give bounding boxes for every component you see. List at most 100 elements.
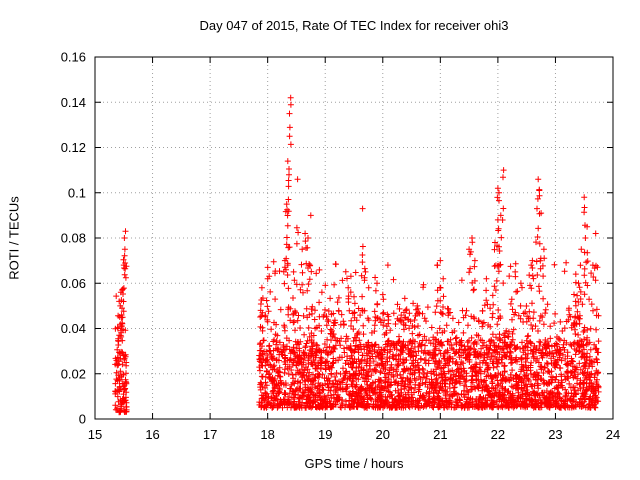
data-point: [363, 389, 370, 396]
data-point: [263, 348, 270, 355]
data-point: [595, 369, 602, 376]
data-point: [471, 277, 478, 284]
data-point: [491, 343, 498, 350]
data-point: [575, 371, 581, 378]
data-point: [293, 224, 300, 231]
data-point: [296, 394, 303, 401]
data-point: [457, 372, 464, 379]
data-point: [257, 340, 264, 347]
data-point: [114, 346, 121, 353]
data-point: [580, 363, 587, 370]
data-point: [583, 259, 590, 266]
data-point: [495, 227, 502, 234]
data-point: [388, 392, 395, 399]
data-point: [460, 314, 467, 321]
data-point: [290, 319, 297, 326]
data-point: [581, 272, 588, 279]
data-point: [335, 357, 342, 364]
data-point: [425, 390, 432, 397]
data-point: [588, 359, 595, 366]
data-point: [264, 318, 271, 325]
data-point: [380, 398, 386, 405]
data-point: [295, 398, 302, 405]
data-point: [321, 341, 328, 347]
x-tick-label: 16: [145, 427, 159, 442]
data-point: [548, 350, 555, 357]
data-point: [286, 337, 293, 344]
data-point: [374, 395, 381, 401]
data-point: [585, 396, 592, 403]
data-point: [285, 196, 292, 203]
data-point: [538, 363, 545, 370]
data-point: [401, 326, 407, 333]
data-point: [258, 395, 265, 402]
data-point: [506, 404, 512, 411]
data-point: [312, 384, 318, 391]
data-point: [313, 324, 320, 331]
data-point: [570, 319, 577, 326]
data-point: [256, 358, 263, 365]
data-point: [283, 201, 290, 208]
data-point: [266, 370, 273, 377]
data-point: [339, 385, 346, 392]
data-point: [501, 368, 508, 375]
data-point: [495, 403, 502, 410]
data-point: [410, 353, 417, 360]
data-point: [492, 239, 498, 246]
data-point: [476, 366, 483, 373]
data-point: [380, 322, 387, 329]
data-point: [113, 293, 120, 300]
data-point: [393, 356, 400, 363]
data-point: [433, 303, 440, 310]
data-point: [305, 324, 312, 331]
data-point: [479, 342, 486, 349]
data-point: [523, 381, 530, 388]
data-point: [500, 349, 507, 356]
data-point: [539, 314, 546, 321]
data-point: [337, 342, 344, 349]
data-point: [552, 398, 559, 405]
data-point: [346, 307, 353, 314]
chart-title: Day 047 of 2015, Rate Of TEC Index for r…: [199, 18, 509, 33]
data-point: [575, 387, 581, 394]
data-point: [489, 380, 496, 387]
data-point: [454, 396, 461, 403]
data-point: [579, 350, 586, 356]
data-point: [415, 382, 422, 389]
data-point: [523, 303, 530, 309]
data-point: [535, 328, 541, 334]
data-point: [328, 337, 334, 344]
data-point: [117, 302, 124, 309]
data-point: [505, 333, 512, 340]
data-point: [117, 332, 124, 339]
data-point: [391, 379, 398, 386]
data-point: [544, 338, 551, 345]
data-point: [382, 366, 389, 373]
data-point: [509, 359, 516, 366]
data-point: [564, 362, 571, 369]
data-point: [463, 307, 470, 314]
data-point: [500, 345, 506, 352]
data-point: [496, 248, 503, 254]
data-point: [394, 301, 401, 308]
data-point: [331, 346, 338, 352]
data-point: [546, 394, 553, 401]
data-point: [528, 398, 535, 405]
data-point: [569, 402, 576, 409]
data-point: [306, 276, 313, 283]
data-point: [440, 304, 446, 310]
data-point: [300, 351, 307, 358]
data-point: [292, 391, 299, 398]
data-point: [527, 338, 534, 345]
data-point: [290, 388, 297, 395]
data-point: [371, 322, 378, 329]
data-point: [294, 317, 301, 324]
data-point: [313, 270, 320, 277]
data-point: [523, 364, 530, 371]
x-tick-label: 18: [260, 427, 274, 442]
data-point: [340, 318, 347, 325]
data-point: [398, 375, 405, 382]
data-point: [576, 344, 583, 351]
data-point: [270, 338, 277, 345]
data-point: [588, 270, 595, 277]
